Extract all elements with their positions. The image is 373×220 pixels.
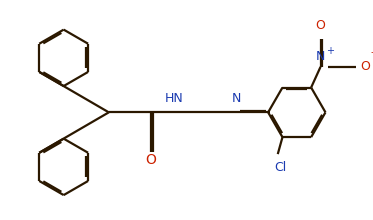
Text: -: - <box>370 48 373 57</box>
Text: O: O <box>146 153 157 167</box>
Text: N: N <box>232 92 241 105</box>
Text: +: + <box>326 46 334 56</box>
Text: O: O <box>316 19 326 32</box>
Text: HN: HN <box>165 92 184 105</box>
Text: Cl: Cl <box>275 161 287 174</box>
Text: O: O <box>360 60 370 73</box>
Text: N: N <box>316 50 325 63</box>
